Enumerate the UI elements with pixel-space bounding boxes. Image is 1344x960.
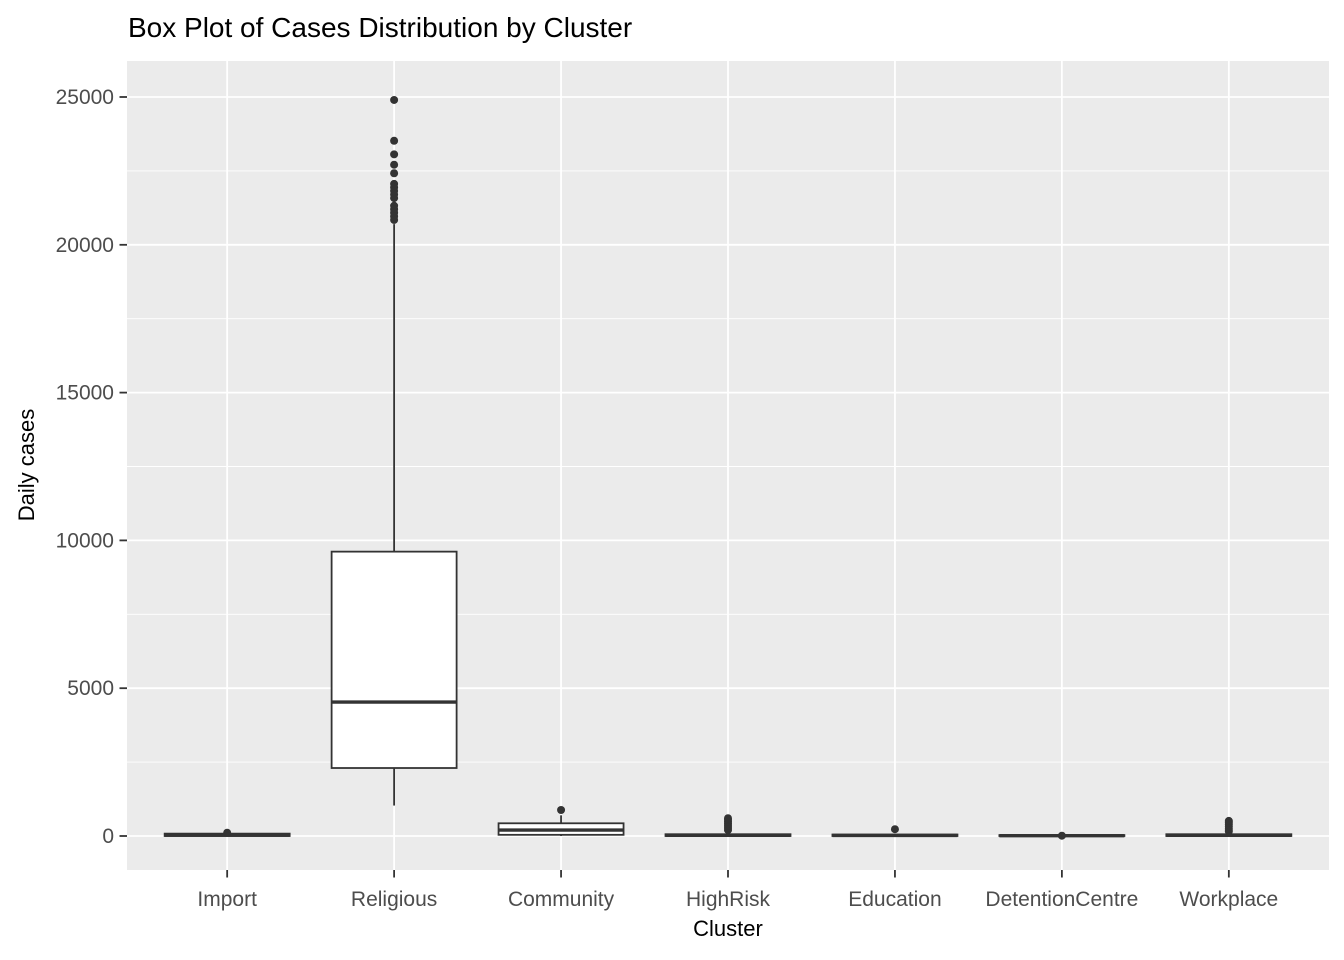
outlier-point bbox=[390, 215, 399, 224]
outlier-point bbox=[390, 136, 399, 145]
x-tick-label: HighRisk bbox=[686, 888, 771, 911]
x-tick-label: Import bbox=[197, 888, 257, 911]
outlier-point bbox=[390, 150, 399, 159]
outlier-point bbox=[390, 194, 399, 203]
box-religious bbox=[330, 550, 458, 769]
y-tick-label: 20000 bbox=[56, 234, 114, 257]
y-tick-label: 10000 bbox=[56, 529, 114, 552]
y-tick-label: 15000 bbox=[56, 382, 114, 405]
outlier-point bbox=[390, 169, 399, 178]
x-tick-label: Religious bbox=[351, 888, 437, 911]
y-tick-label: 0 bbox=[102, 825, 114, 848]
outlier-point bbox=[390, 95, 399, 104]
y-tick-label: 5000 bbox=[67, 677, 114, 700]
y-tick-label: 25000 bbox=[56, 86, 114, 109]
outlier-point bbox=[1224, 816, 1233, 825]
x-tick-label: Education bbox=[848, 888, 941, 911]
outlier-point bbox=[890, 825, 899, 834]
x-tick-label: Community bbox=[508, 888, 615, 911]
chart-title: Box Plot of Cases Distribution by Cluste… bbox=[128, 12, 633, 43]
outlier-point bbox=[390, 160, 399, 169]
outlier-point bbox=[1057, 831, 1066, 840]
x-tick-label: DetentionCentre bbox=[985, 888, 1138, 911]
x-axis-title: Cluster bbox=[693, 916, 763, 941]
outlier-point bbox=[223, 828, 232, 837]
x-tick-label: Workplace bbox=[1179, 888, 1278, 911]
outlier-point bbox=[724, 814, 732, 823]
outlier-point bbox=[557, 805, 566, 814]
